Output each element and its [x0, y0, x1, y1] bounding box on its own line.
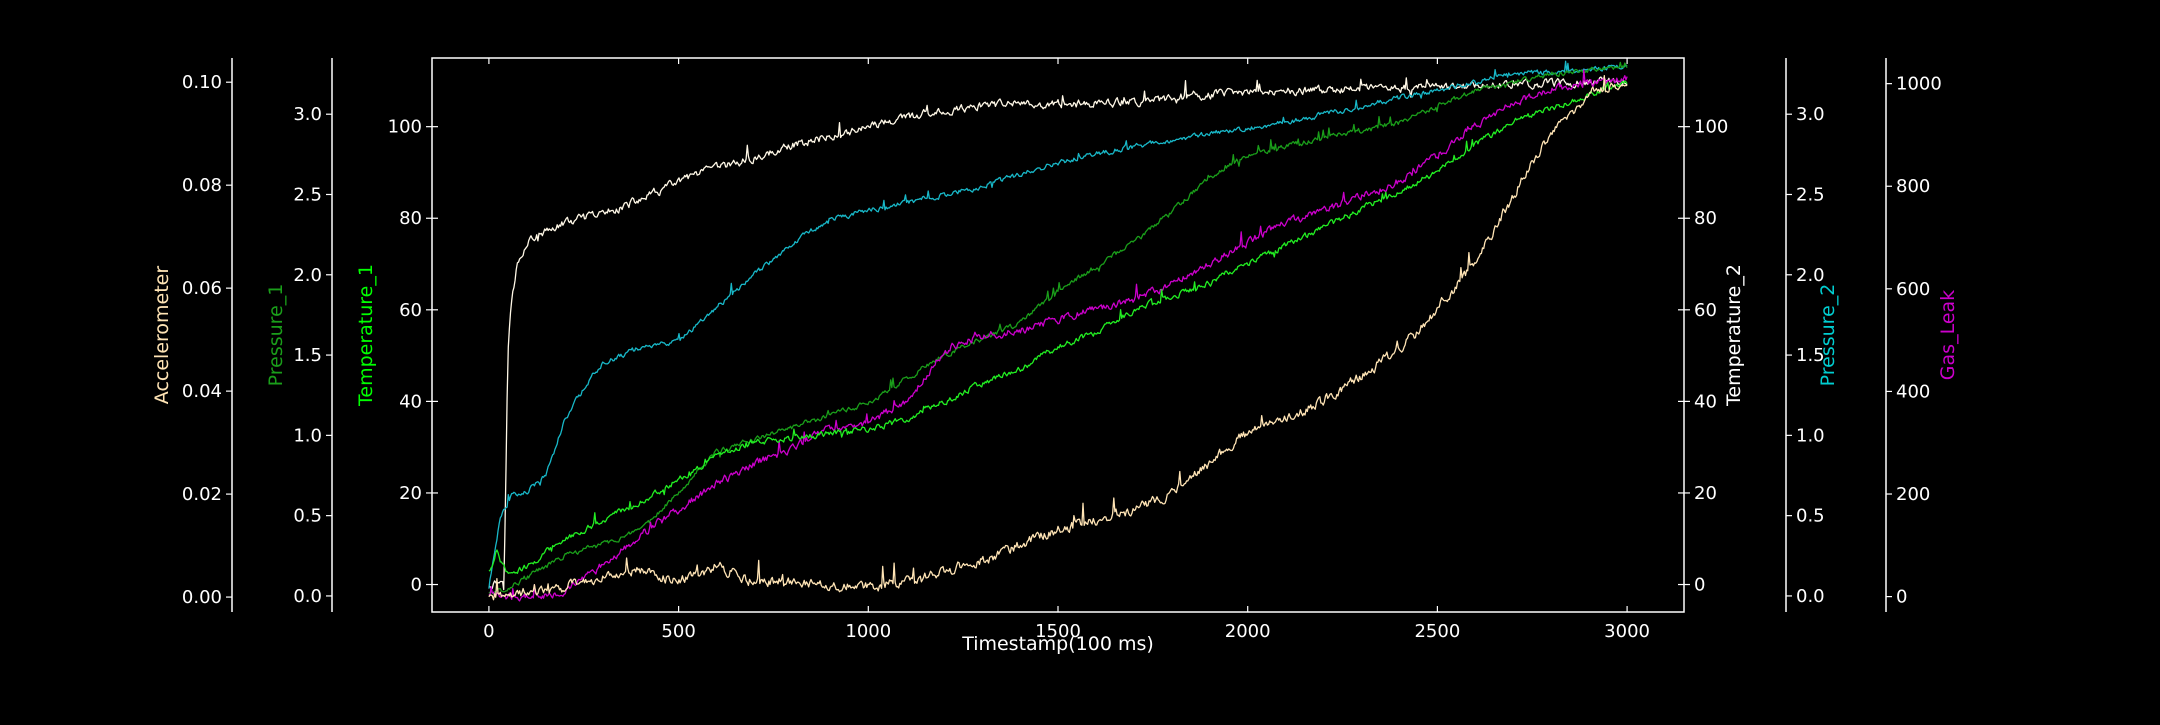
y-tick-label: 80 — [1694, 208, 1717, 229]
y-tick-label: 1000 — [1896, 74, 1942, 95]
y-tick-label: 3.0 — [293, 104, 322, 125]
y-axis-title-temperature_1: Temperature_1 — [355, 264, 377, 407]
y-tick-label: 1.5 — [1796, 345, 1825, 366]
y-tick-label: 0.02 — [182, 484, 222, 505]
y-tick-label: 80 — [399, 208, 422, 229]
y-tick-label: 0 — [1694, 575, 1705, 596]
y-tick-label: 1.0 — [293, 425, 322, 446]
y-axis-temperature_1: 0 20 40 60 80 100 Temperature_1 — [355, 117, 438, 596]
y-tick-label: 0 — [411, 575, 422, 596]
y-tick-label: 0.06 — [182, 278, 222, 299]
y-axis-accelerometer: 0.00 0.02 0.04 0.06 0.08 0.10 Accelerometer — [151, 58, 233, 612]
x-axis: 0 500 1000 1500 2000 2500 3000 — [483, 58, 1650, 642]
y-tick-label: 100 — [1694, 117, 1728, 138]
x-tick-label: 1500 — [1035, 621, 1081, 642]
series-layer — [488, 60, 1628, 602]
y-axis-gas_leak: 0 200 400 600 800 1000 Gas_Leak — [1885, 58, 1959, 612]
y-tick-label: 0.00 — [182, 587, 222, 608]
y-axes: 0.000.020.040.060.080.10Accelerometer0.0… — [151, 58, 1959, 612]
x-tick-label: 3000 — [1604, 621, 1650, 642]
y-tick-label: 0.04 — [182, 381, 222, 402]
y-tick-label: 2.5 — [293, 184, 322, 205]
y-tick-label: 0.5 — [293, 506, 322, 527]
x-axis-title: Timestamp(100 ms) — [961, 633, 1154, 655]
y-tick-label: 20 — [1694, 483, 1717, 504]
y-tick-label: 1.0 — [1796, 425, 1825, 446]
y-tick-label: 60 — [399, 300, 422, 321]
y-tick-label: 20 — [399, 483, 422, 504]
y-axis-pressure_2: 0.0 0.5 1.0 1.5 2.0 2.5 3.0 Pressure_2 — [1785, 58, 1839, 612]
x-tick-label: 2000 — [1225, 621, 1271, 642]
y-tick-label: 100 — [388, 117, 422, 138]
y-tick-label: 600 — [1896, 279, 1930, 300]
y-tick-label: 400 — [1896, 381, 1930, 402]
y-tick-label: 2.5 — [1796, 184, 1825, 205]
y-tick-label: 0.5 — [1796, 506, 1825, 527]
y-tick-label: 800 — [1896, 176, 1930, 197]
series-line-accelerometer — [488, 75, 1628, 601]
x-tick-label: 500 — [661, 621, 695, 642]
x-tick-label: 2500 — [1414, 621, 1460, 642]
y-tick-label: 0.0 — [1796, 586, 1825, 607]
y-axis-title-accelerometer: Accelerometer — [151, 266, 173, 405]
series-line-pressure_1 — [488, 61, 1628, 595]
y-tick-label: 0.10 — [182, 72, 222, 93]
y-tick-label: 40 — [399, 391, 422, 412]
y-axis-title-pressure_1: Pressure_1 — [265, 284, 287, 387]
y-axis-pressure_1: 0.0 0.5 1.0 1.5 2.0 2.5 3.0 Pressure_1 — [265, 58, 333, 612]
x-tick-label: 1000 — [845, 621, 891, 642]
y-axis-temperature_2: 0 20 40 60 80 100 Temperature_2 — [1678, 117, 1745, 596]
y-tick-label: 200 — [1896, 484, 1930, 505]
y-tick-label: 3.0 — [1796, 104, 1825, 125]
y-tick-label: 0.08 — [182, 175, 222, 196]
y-tick-label: 2.0 — [1796, 265, 1825, 286]
x-tick-label: 0 — [483, 621, 494, 642]
y-tick-label: 2.0 — [293, 265, 322, 286]
series-line-temperature_2 — [488, 76, 1628, 591]
series-line-temperature_1 — [488, 80, 1628, 574]
series-line-gas_leak — [488, 69, 1628, 602]
y-axis-title-gas_leak: Gas_Leak — [1937, 290, 1959, 380]
y-tick-label: 0.0 — [293, 586, 322, 607]
y-tick-label: 1.5 — [293, 345, 322, 366]
y-axis-title-pressure_2: Pressure_2 — [1817, 284, 1839, 387]
y-tick-label: 0 — [1896, 587, 1907, 608]
y-axis-title-temperature_2: Temperature_2 — [1723, 264, 1745, 407]
y-tick-label: 60 — [1694, 300, 1717, 321]
series-line-pressure_2 — [488, 60, 1628, 589]
y-tick-label: 40 — [1694, 391, 1717, 412]
